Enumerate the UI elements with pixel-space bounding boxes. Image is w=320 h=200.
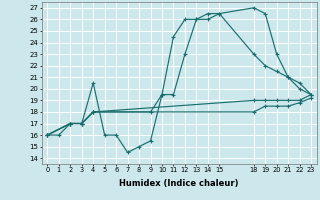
X-axis label: Humidex (Indice chaleur): Humidex (Indice chaleur) [119,179,239,188]
